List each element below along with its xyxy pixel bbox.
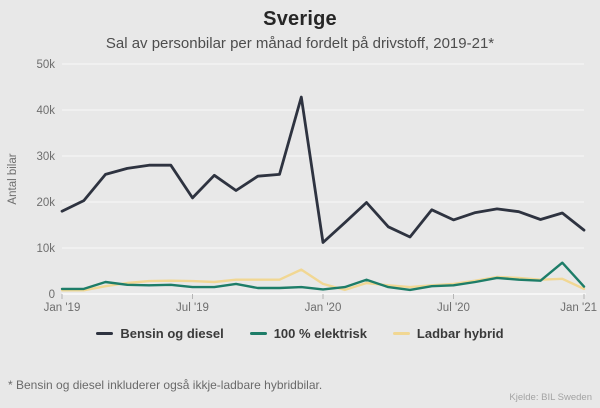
series-line-0 [60,95,586,244]
legend-label-elektrisk: 100 % elektrisk [273,326,367,341]
line-chart-plot: 0 10k 20k 30k 40k 50k Antal bilar Jan '19 Jul '1… [7,59,597,314]
y-axis-label: Antal bilar [7,153,19,204]
footnote: * Bensin og diesel inkluderer også ikkje… [8,378,323,392]
legend-item-hybrid[interactable]: Ladbar hybrid [392,326,504,341]
y-tick-label: 10k [36,243,55,255]
x-tick-label: Jan '20 [305,302,342,314]
y-tick-label: 50k [36,59,55,71]
series-line-1 [60,261,586,292]
y-tick-label: 20k [36,197,55,209]
y-tick-label: 30k [36,151,55,163]
legend-label-bensin: Bensin og diesel [120,326,224,341]
legend-item-bensin[interactable]: Bensin og diesel [96,326,224,341]
x-tick-label: Jul '20 [437,302,470,314]
legend-label-hybrid: Ladbar hybrid [416,326,504,341]
x-tick-label: Jan '21 [560,302,597,314]
legend-swatch-bensin-icon [96,332,114,335]
legend-swatch-hybrid-icon [392,332,410,335]
x-tick-label: Jan '19 [44,302,81,314]
legend-item-elektrisk[interactable]: 100 % elektrisk [249,326,367,341]
x-tick-label: Jul '19 [176,302,209,314]
chart-subtitle: Sal av personbilar per månad fordelt på … [105,35,495,52]
page-title: Sverige [263,8,337,30]
legend: Bensin og diesel 100 % elektrisk Ladbar … [0,326,600,341]
y-tick-label: 0 [49,289,55,301]
legend-swatch-elektrisk-icon [249,332,267,335]
y-tick-label: 40k [36,105,55,117]
series-line-2 [60,268,586,292]
source-credit: Kjelde: BIL Sweden [509,392,592,403]
